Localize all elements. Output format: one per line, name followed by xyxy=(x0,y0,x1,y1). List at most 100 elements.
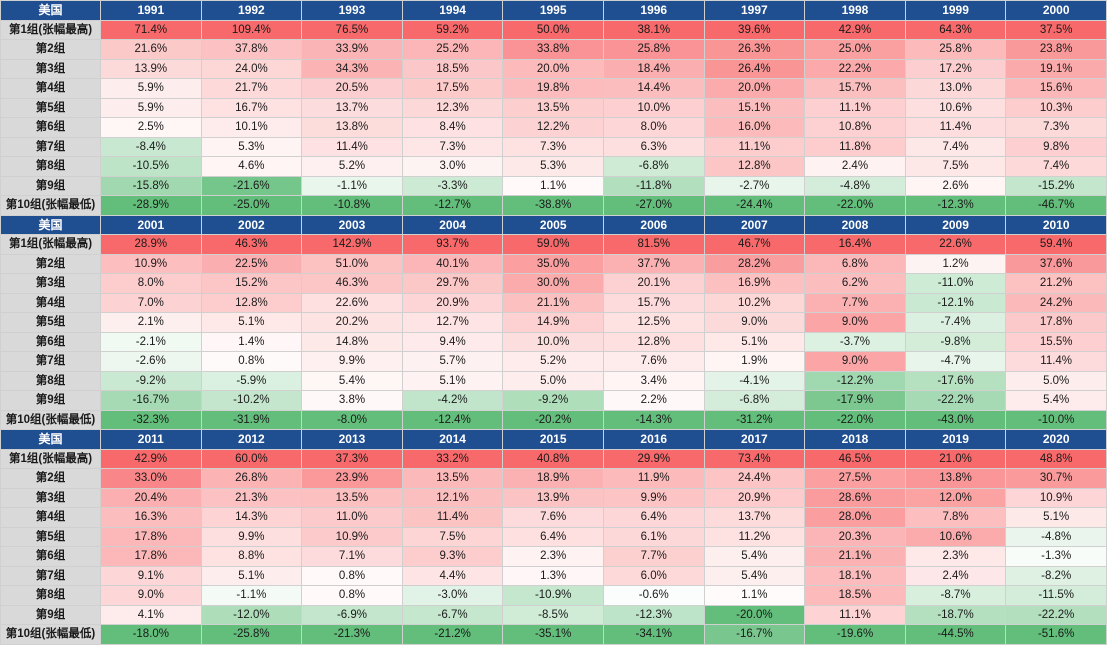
return-cell: 15.1% xyxy=(703,97,806,118)
year-header: 1996 xyxy=(602,0,705,21)
year-header: 2000 xyxy=(1005,0,1107,21)
return-cell: -4.2% xyxy=(401,390,504,411)
return-cell: 27.5% xyxy=(804,468,906,489)
year-header: 2019 xyxy=(904,429,1007,450)
group-label: 第1组(张幅最高) xyxy=(0,19,101,40)
year-header: 1997 xyxy=(703,0,806,21)
return-cell: -16.7% xyxy=(100,390,202,411)
return-cell: 40.8% xyxy=(502,448,604,469)
group-label: 第4组 xyxy=(0,507,101,528)
return-cell: 0.8% xyxy=(301,585,403,606)
group-label: 第10组(张幅最低) xyxy=(0,195,101,216)
return-cell: 39.6% xyxy=(703,19,806,40)
return-cell: 21.0% xyxy=(904,448,1007,469)
return-cell: 10.0% xyxy=(602,97,705,118)
return-cell: 25.2% xyxy=(401,39,504,60)
return-cell: -3.0% xyxy=(401,585,504,606)
return-cell: -22.0% xyxy=(804,195,906,216)
year-header: 2015 xyxy=(502,429,604,450)
return-cell: 15.7% xyxy=(804,78,906,99)
return-cell: 10.9% xyxy=(1005,487,1107,508)
return-cell: 46.3% xyxy=(200,234,303,255)
return-cell: 2.3% xyxy=(502,546,604,567)
return-cell: 16.3% xyxy=(100,507,202,528)
return-cell: 23.9% xyxy=(301,468,403,489)
group-row: 第8组 -10.5% 4.6% 5.2% 3.0% 5.3% -6.8% 12.8% 2.4% 7… xyxy=(0,156,1107,177)
return-cell: 6.4% xyxy=(502,526,604,547)
return-cell: 24.4% xyxy=(703,468,806,489)
return-cell: 8.8% xyxy=(200,546,303,567)
return-cell: 11.4% xyxy=(904,117,1007,138)
return-cell: -1.1% xyxy=(301,175,403,196)
return-cell: 5.2% xyxy=(502,351,604,372)
return-cell: 7.3% xyxy=(1005,117,1107,138)
return-cell: 26.8% xyxy=(200,468,303,489)
return-cell: 73.4% xyxy=(703,448,806,469)
return-cell: 9.9% xyxy=(602,487,705,508)
return-cell: 8.0% xyxy=(100,273,202,294)
return-cell: -25.8% xyxy=(200,624,303,645)
return-cell: 13.8% xyxy=(301,117,403,138)
return-cell: -8.7% xyxy=(904,585,1007,606)
group-label: 第5组 xyxy=(0,526,101,547)
group-label: 第2组 xyxy=(0,468,101,489)
return-cell: -14.3% xyxy=(602,409,705,430)
return-cell: 3.4% xyxy=(602,370,705,391)
return-cell: 46.7% xyxy=(703,234,806,255)
group-row: 第10组(张幅最低) -18.0% -25.8% -21.3% -21.2% -35.1%… xyxy=(0,624,1107,645)
return-cell: -10.5% xyxy=(100,156,202,177)
return-cell: 12.3% xyxy=(401,97,504,118)
return-cell: 3.0% xyxy=(401,156,504,177)
return-cell: -2.1% xyxy=(100,331,202,352)
return-cell: 20.3% xyxy=(804,526,906,547)
return-cell: 10.9% xyxy=(100,253,202,274)
return-cell: 5.0% xyxy=(1005,370,1107,391)
return-cell: 22.2% xyxy=(804,58,906,79)
return-cell: -12.3% xyxy=(602,604,705,625)
return-cell: -32.3% xyxy=(100,409,202,430)
year-header: 2020 xyxy=(1005,429,1107,450)
return-cell: 19.1% xyxy=(1005,58,1107,79)
return-cell: 12.0% xyxy=(904,487,1007,508)
return-cell: 33.9% xyxy=(301,39,403,60)
return-cell: -21.6% xyxy=(200,175,303,196)
return-cell: 48.8% xyxy=(1005,448,1107,469)
return-cell: 5.1% xyxy=(401,370,504,391)
return-cell: -15.2% xyxy=(1005,175,1107,196)
year-header-row: 美国 1991 1992 1993 1994 1995 1996 1997 1998 1999 20… xyxy=(0,0,1107,21)
return-cell: -21.2% xyxy=(401,624,504,645)
return-cell: 5.4% xyxy=(301,370,403,391)
return-cell: 6.2% xyxy=(804,273,906,294)
return-cell: 10.1% xyxy=(200,117,303,138)
return-cell: 9.1% xyxy=(100,565,202,586)
return-cell: -43.0% xyxy=(904,409,1007,430)
year-header: 2003 xyxy=(301,214,403,235)
group-label: 第9组 xyxy=(0,390,101,411)
return-cell: 6.8% xyxy=(804,253,906,274)
return-cell: -17.6% xyxy=(904,370,1007,391)
return-cell: 34.3% xyxy=(301,58,403,79)
return-cell: 7.3% xyxy=(401,136,504,157)
return-cell: 109.4% xyxy=(200,19,303,40)
return-cell: 10.6% xyxy=(904,526,1007,547)
group-label: 第3组 xyxy=(0,58,101,79)
return-cell: 19.8% xyxy=(502,78,604,99)
return-cell: 7.3% xyxy=(502,136,604,157)
return-cell: 20.5% xyxy=(301,78,403,99)
return-cell: 11.2% xyxy=(703,526,806,547)
return-cell: 5.1% xyxy=(200,312,303,333)
return-cell: -22.2% xyxy=(904,390,1007,411)
return-cell: 13.5% xyxy=(401,468,504,489)
return-cell: 12.7% xyxy=(401,312,504,333)
return-cell: -9.2% xyxy=(100,370,202,391)
return-cell: 33.8% xyxy=(502,39,604,60)
group-row: 第2组 33.0% 26.8% 23.9% 13.5% 18.9% 11.9% 24.4% 27… xyxy=(0,468,1107,489)
group-label: 第10组(张幅最低) xyxy=(0,409,101,430)
return-cell: 5.3% xyxy=(200,136,303,157)
return-cell: 2.5% xyxy=(100,117,202,138)
group-row: 第9组 -16.7% -10.2% 3.8% -4.2% -9.2% 2.2% -6.8% -1… xyxy=(0,390,1107,411)
return-cell: 37.7% xyxy=(602,253,705,274)
return-cell: -12.0% xyxy=(200,604,303,625)
return-cell: 1.3% xyxy=(502,565,604,586)
return-cell: 29.7% xyxy=(401,273,504,294)
